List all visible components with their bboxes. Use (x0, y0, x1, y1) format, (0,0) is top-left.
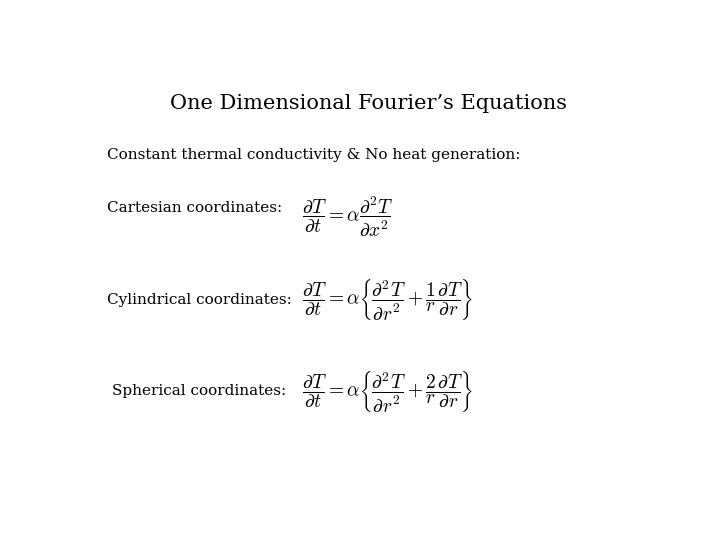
Text: $\dfrac{\partial T}{\partial t} = \alpha \left\{ \dfrac{\partial^2 T}{\partial r: $\dfrac{\partial T}{\partial t} = \alpha… (302, 277, 473, 322)
Text: Spherical coordinates:: Spherical coordinates: (112, 384, 287, 398)
Text: One Dimensional Fourier’s Equations: One Dimensional Fourier’s Equations (171, 94, 567, 113)
Text: Cartesian coordinates:: Cartesian coordinates: (107, 201, 282, 215)
Text: Constant thermal conductivity & No heat generation:: Constant thermal conductivity & No heat … (107, 148, 521, 162)
Text: $\dfrac{\partial T}{\partial t} = \alpha \left\{ \dfrac{\partial^2 T}{\partial r: $\dfrac{\partial T}{\partial t} = \alpha… (302, 369, 473, 414)
Text: $\dfrac{\partial T}{\partial t} = \alpha \dfrac{\partial^2 T}{\partial x^2}$: $\dfrac{\partial T}{\partial t} = \alpha… (302, 194, 393, 239)
Text: Cylindrical coordinates:: Cylindrical coordinates: (107, 293, 292, 307)
